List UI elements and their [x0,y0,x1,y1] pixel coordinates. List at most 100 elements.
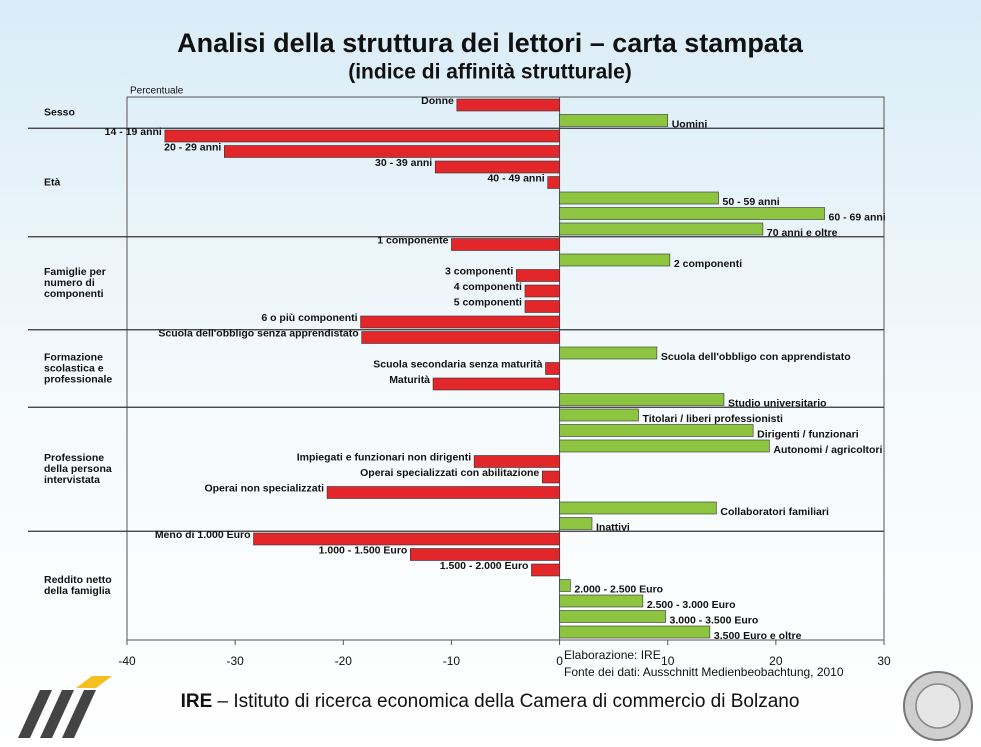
bar [326,486,560,499]
bar-label: 1 componente [377,234,448,246]
plot-area [126,96,885,641]
bar-label: 1.000 - 1.500 Euro [319,544,408,556]
bar-label: 3.000 - 3.500 Euro [670,614,759,626]
bar-label: Uomini [672,118,708,130]
logo-right [903,671,973,741]
group-label: Reddito netto [44,574,112,586]
bar [541,470,560,484]
group-label: Sesso [44,107,75,119]
bar [434,160,560,174]
bar-label: 40 - 49 anni [487,172,544,184]
bar-label: Titolari / liberi professionisti [643,413,783,425]
bar-label: 20 - 29 anni [164,141,221,153]
group-label: della famiglia [44,585,111,597]
logo-left [18,676,112,738]
bar [559,253,671,267]
bar-label: 30 - 39 anni [375,157,432,169]
bar [559,191,719,205]
group-label: componenti [44,288,104,300]
axis-label: Percentuale [130,86,184,97]
bar-label: Operai specializzati con abilitazione [360,467,539,479]
x-tick-label: -40 [118,654,136,668]
note: Elaborazione: IRE [564,648,661,662]
group-label: scolastica e [44,362,104,374]
group-label: numero di [44,277,95,289]
bar-label: Scuola dell'obbligo senza apprendistato [158,327,358,339]
bar-label: 50 - 59 anni [723,196,780,208]
bar-label: Dirigenti / funzionari [757,428,859,440]
group-label: Professione [44,452,104,464]
x-tick-label: -10 [443,654,461,668]
bar [559,408,639,422]
chart-subtitle: (indice di affinità strutturale) [348,61,632,84]
bar [559,625,711,639]
bar [361,331,560,344]
bar [451,238,560,251]
bar-label: 60 - 69 anni [829,211,886,223]
bar [559,579,571,592]
bar [559,439,770,453]
x-tick-label: 20 [769,654,783,668]
bar [253,532,560,546]
bar [473,455,560,468]
group-label: Famiglie per [44,266,106,278]
bar-label: 3 componenti [445,265,513,277]
bar [545,362,560,375]
x-tick-label: 10 [661,654,675,668]
bar [410,548,560,561]
bar-label: 14 - 19 anni [105,126,162,138]
footer-bold: IRE [181,691,213,712]
bar [164,129,560,143]
bar [432,377,560,391]
group-label: della persona [44,463,112,475]
bar-label: Impiegati e funzionari non dirigenti [297,451,472,463]
group-label: professionale [44,373,112,385]
bar-label: Collaboratori familiari [720,506,829,518]
bar [524,284,560,298]
bar [456,98,560,112]
bar [531,563,560,577]
bar-label: 2.500 - 3.000 Euro [647,599,736,611]
bar-label: Scuola secondaria senza maturità [373,358,542,370]
x-tick-label: -30 [226,654,244,668]
bar-label: 70 anni e oltre [767,227,838,239]
bar-label: 4 componenti [454,281,522,293]
note: Fonte dei dati: Ausschnitt Medienbeobach… [564,665,844,679]
chart-title: Analisi della struttura dei lettori – ca… [177,28,804,58]
bar-label: 5 componenti [454,296,522,308]
group-label: intervistata [44,474,100,486]
bar [559,594,644,608]
x-tick-label: 30 [877,654,891,668]
bar-label: 2.000 - 2.500 Euro [574,583,663,595]
bar [516,269,560,282]
bar [360,315,560,329]
footer: IRE – Istituto di ricerca economica dell… [181,691,800,712]
bar-label: 1.500 - 2.000 Euro [440,560,529,572]
group-label: Formazione [44,351,103,363]
bar [559,517,593,530]
bar [547,176,560,189]
bar-label: 3.500 Euro e oltre [714,630,802,642]
bar [559,501,717,515]
x-tick-label: 0 [556,654,563,668]
bar [559,610,666,623]
bar-label: Meno di 1.000 Euro [155,529,251,541]
bar-label: Operai non specializzati [204,482,324,494]
bar-label: 6 o più componenti [261,312,357,324]
footer-text: – Istituto di ricerca economica della Ca… [218,691,800,712]
bar-label: Maturità [389,374,430,386]
bar [559,207,825,220]
bar-label: Donne [421,95,454,107]
group-label: Età [44,176,61,188]
bar [224,145,560,158]
bar-label: Scuola dell'obbligo con apprendistato [661,351,851,363]
bar-label: Studio universitario [728,397,827,409]
bar-label: Inattivi [596,521,630,533]
bar [559,393,725,406]
bar [559,424,754,437]
bar-label: 2 componenti [674,258,742,270]
x-tick-label: -20 [335,654,353,668]
bar-label: Autonomi / agricoltori [773,444,882,456]
